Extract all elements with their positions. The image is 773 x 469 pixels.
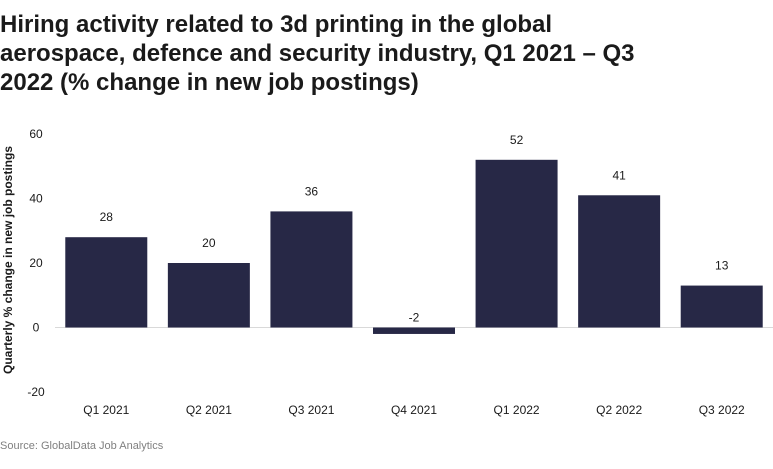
x-tick-label: Q2 2022 — [596, 403, 642, 417]
data-labels-group: 28 20 36 -2 52 41 13 — [100, 133, 729, 325]
data-label: 20 — [202, 236, 216, 250]
data-label: 28 — [100, 210, 114, 224]
y-tick-label: 20 — [29, 256, 43, 270]
bar — [65, 237, 148, 328]
y-tick-label: -20 — [27, 385, 45, 399]
bar — [475, 159, 558, 328]
x-tick-label: Q2 2021 — [186, 403, 232, 417]
bar — [270, 211, 353, 328]
bar — [680, 285, 763, 328]
y-tick-label: 60 — [29, 127, 43, 141]
bar — [578, 195, 661, 328]
chart-title: Hiring activity related to 3d printing i… — [0, 11, 635, 96]
data-label: 52 — [510, 133, 524, 147]
bar — [167, 263, 250, 328]
data-label: -2 — [409, 311, 420, 325]
x-tick-label: Q3 2021 — [288, 403, 334, 417]
y-axis-ticks: -20 0 20 40 60 — [27, 127, 45, 399]
x-tick-label: Q4 2021 — [391, 403, 437, 417]
bar — [373, 327, 455, 334]
x-tick-label: Q3 2022 — [699, 403, 745, 417]
data-label: 13 — [715, 259, 729, 273]
x-axis-ticks: Q1 2021 Q2 2021 Q3 2021 Q4 2021 Q1 2022 Q2 20… — [83, 403, 745, 417]
x-tick-label: Q1 2022 — [494, 403, 540, 417]
data-label: 41 — [612, 168, 626, 182]
y-tick-label: 0 — [33, 321, 40, 335]
y-axis-title: Quarterly % change in new job postings — [1, 146, 15, 374]
x-tick-label: Q1 2021 — [83, 403, 129, 417]
y-tick-label: 40 — [29, 192, 43, 206]
data-label: 36 — [305, 184, 319, 198]
source-note: Source: GlobalData Job Analytics — [0, 440, 164, 452]
bars-group — [65, 159, 763, 334]
